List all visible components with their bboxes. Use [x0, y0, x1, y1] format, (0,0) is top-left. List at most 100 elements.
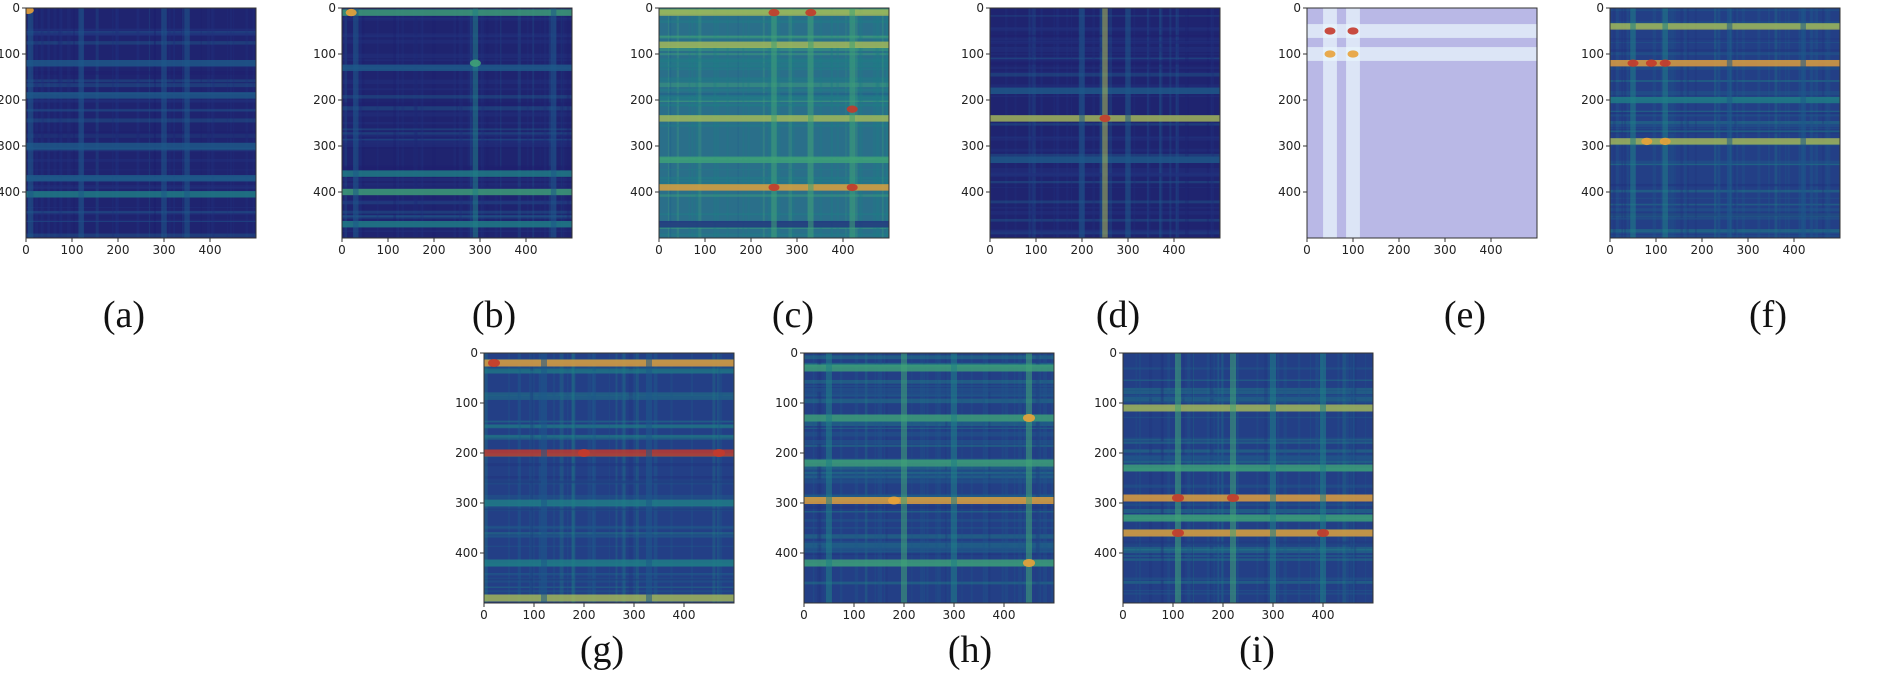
texture-row-stripe: [26, 236, 256, 238]
texture-col-stripe: [532, 353, 535, 603]
texture-col-stripe: [1030, 8, 1033, 238]
texture-col-stripe: [1100, 8, 1104, 238]
texture-col-stripe: [984, 353, 989, 603]
x-tick-label: 400: [1163, 243, 1186, 257]
texture-col-stripe: [470, 8, 473, 238]
y-tick-label: 100: [630, 47, 653, 61]
x-tick-label: 0: [1119, 608, 1127, 622]
texture-col-stripe: [830, 8, 833, 238]
texture-row-stripe: [342, 53, 572, 59]
hotspot: [768, 183, 780, 192]
y-tick-label: 200: [961, 93, 984, 107]
hotspot: [888, 496, 900, 505]
texture-row-stripe: [26, 109, 256, 112]
texture-col-stripe: [592, 353, 596, 603]
texture-col-stripe: [233, 8, 235, 238]
texture-col-stripe: [467, 8, 472, 238]
texture-col-stripe: [477, 8, 480, 238]
highlight-row-band: [1123, 514, 1373, 522]
texture-col-stripe: [1315, 353, 1318, 603]
heatmap-plot-area: [1610, 8, 1840, 238]
texture-row-stripe: [26, 219, 256, 223]
texture-col-stripe: [1018, 353, 1022, 603]
highlight-col-band: [1630, 8, 1636, 238]
texture-col-stripe: [882, 8, 885, 238]
x-tick-label: 400: [1480, 243, 1503, 257]
texture-row-stripe: [1123, 580, 1373, 584]
hotspot: [846, 105, 858, 113]
texture-col-stripe: [732, 353, 734, 603]
texture-col-stripe: [530, 353, 534, 603]
texture-col-stripe: [846, 8, 848, 238]
texture-col-stripe: [358, 8, 362, 238]
texture-row-stripe: [342, 35, 572, 38]
texture-col-stripe: [1741, 8, 1745, 238]
texture-col-stripe: [859, 8, 863, 238]
highlight-col-band: [808, 8, 814, 238]
texture-col-stripe: [1827, 8, 1831, 238]
highlight-col-band: [771, 8, 777, 238]
texture-col-stripe: [854, 8, 858, 238]
hotspot: [1099, 114, 1111, 123]
texture-col-stripe: [1217, 353, 1220, 603]
y-tick-label: 100: [313, 47, 336, 61]
texture-row-stripe: [342, 128, 572, 131]
texture-row-stripe: [1123, 484, 1373, 488]
texture-row-stripe: [804, 475, 1054, 479]
texture-col-stripe: [923, 353, 926, 603]
highlight-row-band: [484, 359, 734, 367]
texture-row-stripe: [1610, 183, 1840, 186]
texture-row-stripe: [26, 159, 256, 161]
texture-col-stripe: [1032, 8, 1034, 238]
texture-col-stripe: [712, 353, 716, 603]
x-tick-label: 400: [199, 243, 222, 257]
texture-row-stripe: [1123, 577, 1373, 581]
heatmap-d: 0 100 200 300 400 0 100 200 300 400: [961, 1, 1221, 257]
texture-row-stripe: [1610, 217, 1840, 220]
heatmap-plot-area: [484, 353, 734, 603]
highlight-row-band: [1123, 404, 1373, 412]
highlight-row-band: [804, 414, 1054, 422]
texture-col-stripe: [57, 8, 61, 238]
texture-col-stripe: [859, 8, 861, 238]
texture-col-stripe: [459, 8, 462, 238]
texture-col-stripe: [880, 353, 882, 603]
texture-row-stripe: [484, 424, 734, 429]
texture-row-stripe: [26, 169, 256, 171]
y-tick-label: 400: [1094, 546, 1117, 560]
texture-row-stripe: [342, 139, 572, 144]
texture-col-stripe: [518, 353, 521, 603]
y-tick-label: 0: [790, 346, 798, 360]
texture-row-stripe: [26, 118, 256, 123]
texture-col-stripe: [911, 353, 913, 603]
heatmap-frame: [341, 7, 573, 239]
texture-col-stripe: [839, 353, 843, 603]
texture-col-stripe: [1175, 8, 1179, 238]
highlight-row-band: [342, 64, 572, 72]
texture-col-stripe: [737, 8, 739, 238]
texture-row-stripe: [1123, 554, 1373, 557]
texture-row-stripe: [342, 199, 572, 205]
texture-row-stripe: [484, 480, 734, 485]
texture-row-stripe: [484, 508, 734, 511]
heatmap-panel-i: 0 100 200 300 400 0 100 200 300 400 (i): [1094, 345, 1407, 669]
texture-row-stripe: [26, 134, 256, 139]
texture-row-stripe: [342, 165, 572, 171]
x-tick-label: 200: [1071, 243, 1094, 257]
texture-col-stripe: [1146, 8, 1149, 238]
y-tick-label: 100: [1581, 47, 1604, 61]
texture-col-stripe: [667, 8, 669, 238]
hotspot: [1172, 529, 1184, 537]
texture-col-stripe: [398, 8, 400, 238]
texture-row-stripe: [1610, 163, 1840, 166]
texture-row-stripe: [1610, 38, 1840, 40]
heatmap-plot-area: [804, 353, 1054, 603]
highlight-col-band: [1026, 353, 1032, 603]
texture-col-stripe: [615, 353, 618, 603]
texture-col-stripe: [508, 353, 510, 603]
texture-col-stripe: [1779, 8, 1781, 238]
texture-row-stripe: [804, 421, 1054, 427]
x-tick-label: 300: [943, 608, 966, 622]
highlight-row-band: [1610, 59, 1840, 67]
texture-row-stripe: [1610, 212, 1840, 217]
